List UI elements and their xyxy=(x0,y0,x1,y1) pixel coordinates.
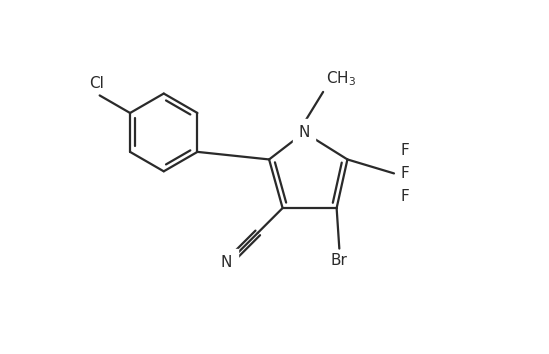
Text: F: F xyxy=(400,189,409,204)
Text: N: N xyxy=(299,125,310,140)
Text: F: F xyxy=(400,166,409,181)
Text: Cl: Cl xyxy=(89,76,104,91)
Text: Br: Br xyxy=(331,253,348,268)
Text: N: N xyxy=(221,255,232,269)
Text: CH$_3$: CH$_3$ xyxy=(326,69,356,87)
Text: F: F xyxy=(400,143,409,158)
